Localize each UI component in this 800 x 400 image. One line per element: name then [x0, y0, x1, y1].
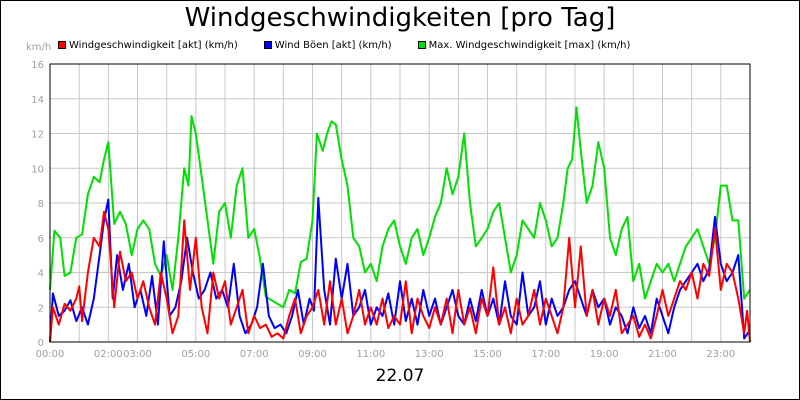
x-axis-date-label: 22.07 — [375, 366, 425, 386]
tick-labels: 0 2 4 6 8 10 12 14 16 00:00 02:00 03:00 05:00 07:00 09… — [31, 60, 735, 360]
y-tick-label: 16 — [31, 60, 44, 71]
series-layer — [49, 106, 751, 343]
legend-label-max-wind: Max. Windgeschwindigkeit [max] (km/h) — [428, 39, 631, 51]
x-tick-label: 00:00 — [36, 349, 65, 360]
x-tick-label: 19:00 — [590, 349, 619, 360]
legend-entry-gusts: Wind Böen [akt] (km/h) — [263, 39, 392, 51]
x-tick-label: 05:00 — [181, 349, 210, 360]
x-tick-label: 02:00 — [94, 349, 123, 360]
x-tick-label: 13:00 — [415, 349, 444, 360]
legend-entry-wind-speed: Windgeschwindigkeit [akt] (km/h) — [58, 40, 238, 51]
series-line-1 — [49, 196, 751, 343]
y-tick-label: 6 — [38, 234, 44, 245]
y-tick-label: 12 — [31, 130, 44, 141]
chart-title: Windgeschwindigkeiten [pro Tag] — [184, 3, 616, 33]
y-tick-label: 14 — [31, 95, 44, 106]
legend: Windgeschwindigkeit [akt] (km/h) Wind Bö… — [58, 38, 656, 52]
x-tick-label: 11:00 — [356, 349, 385, 360]
legend-entry-max-wind: Max. Windgeschwindigkeit [max] (km/h) — [417, 39, 631, 51]
axes — [49, 63, 751, 343]
x-tick-label: 21:00 — [648, 349, 677, 360]
y-tick-label: 8 — [38, 199, 44, 210]
y-tick-label: 2 — [38, 303, 44, 314]
y-tick-label: 10 — [31, 164, 44, 175]
series-line-2 — [49, 210, 751, 343]
x-tick-label: 15:00 — [473, 349, 502, 360]
y-tick-label: 0 — [38, 338, 44, 349]
legend-swatch-max-wind — [417, 41, 426, 49]
legend-label-wind-speed: Windgeschwindigkeit [akt] (km/h) — [69, 39, 238, 51]
plot-border — [49, 63, 751, 343]
x-tick-label: 09:00 — [298, 349, 327, 360]
y-axis-unit-label: km/h — [26, 42, 51, 53]
legend-label-gusts: Wind Böen [akt] (km/h) — [274, 39, 392, 51]
legend-swatch-wind-speed — [58, 41, 66, 49]
x-tick-label: 23:00 — [706, 349, 735, 360]
x-tick-label: 17:00 — [531, 349, 560, 360]
y-tick-label: 4 — [38, 269, 44, 280]
legend-swatch-gusts — [263, 41, 272, 49]
x-tick-label: 07:00 — [240, 349, 269, 360]
x-tick-label: 03:00 — [123, 349, 152, 360]
